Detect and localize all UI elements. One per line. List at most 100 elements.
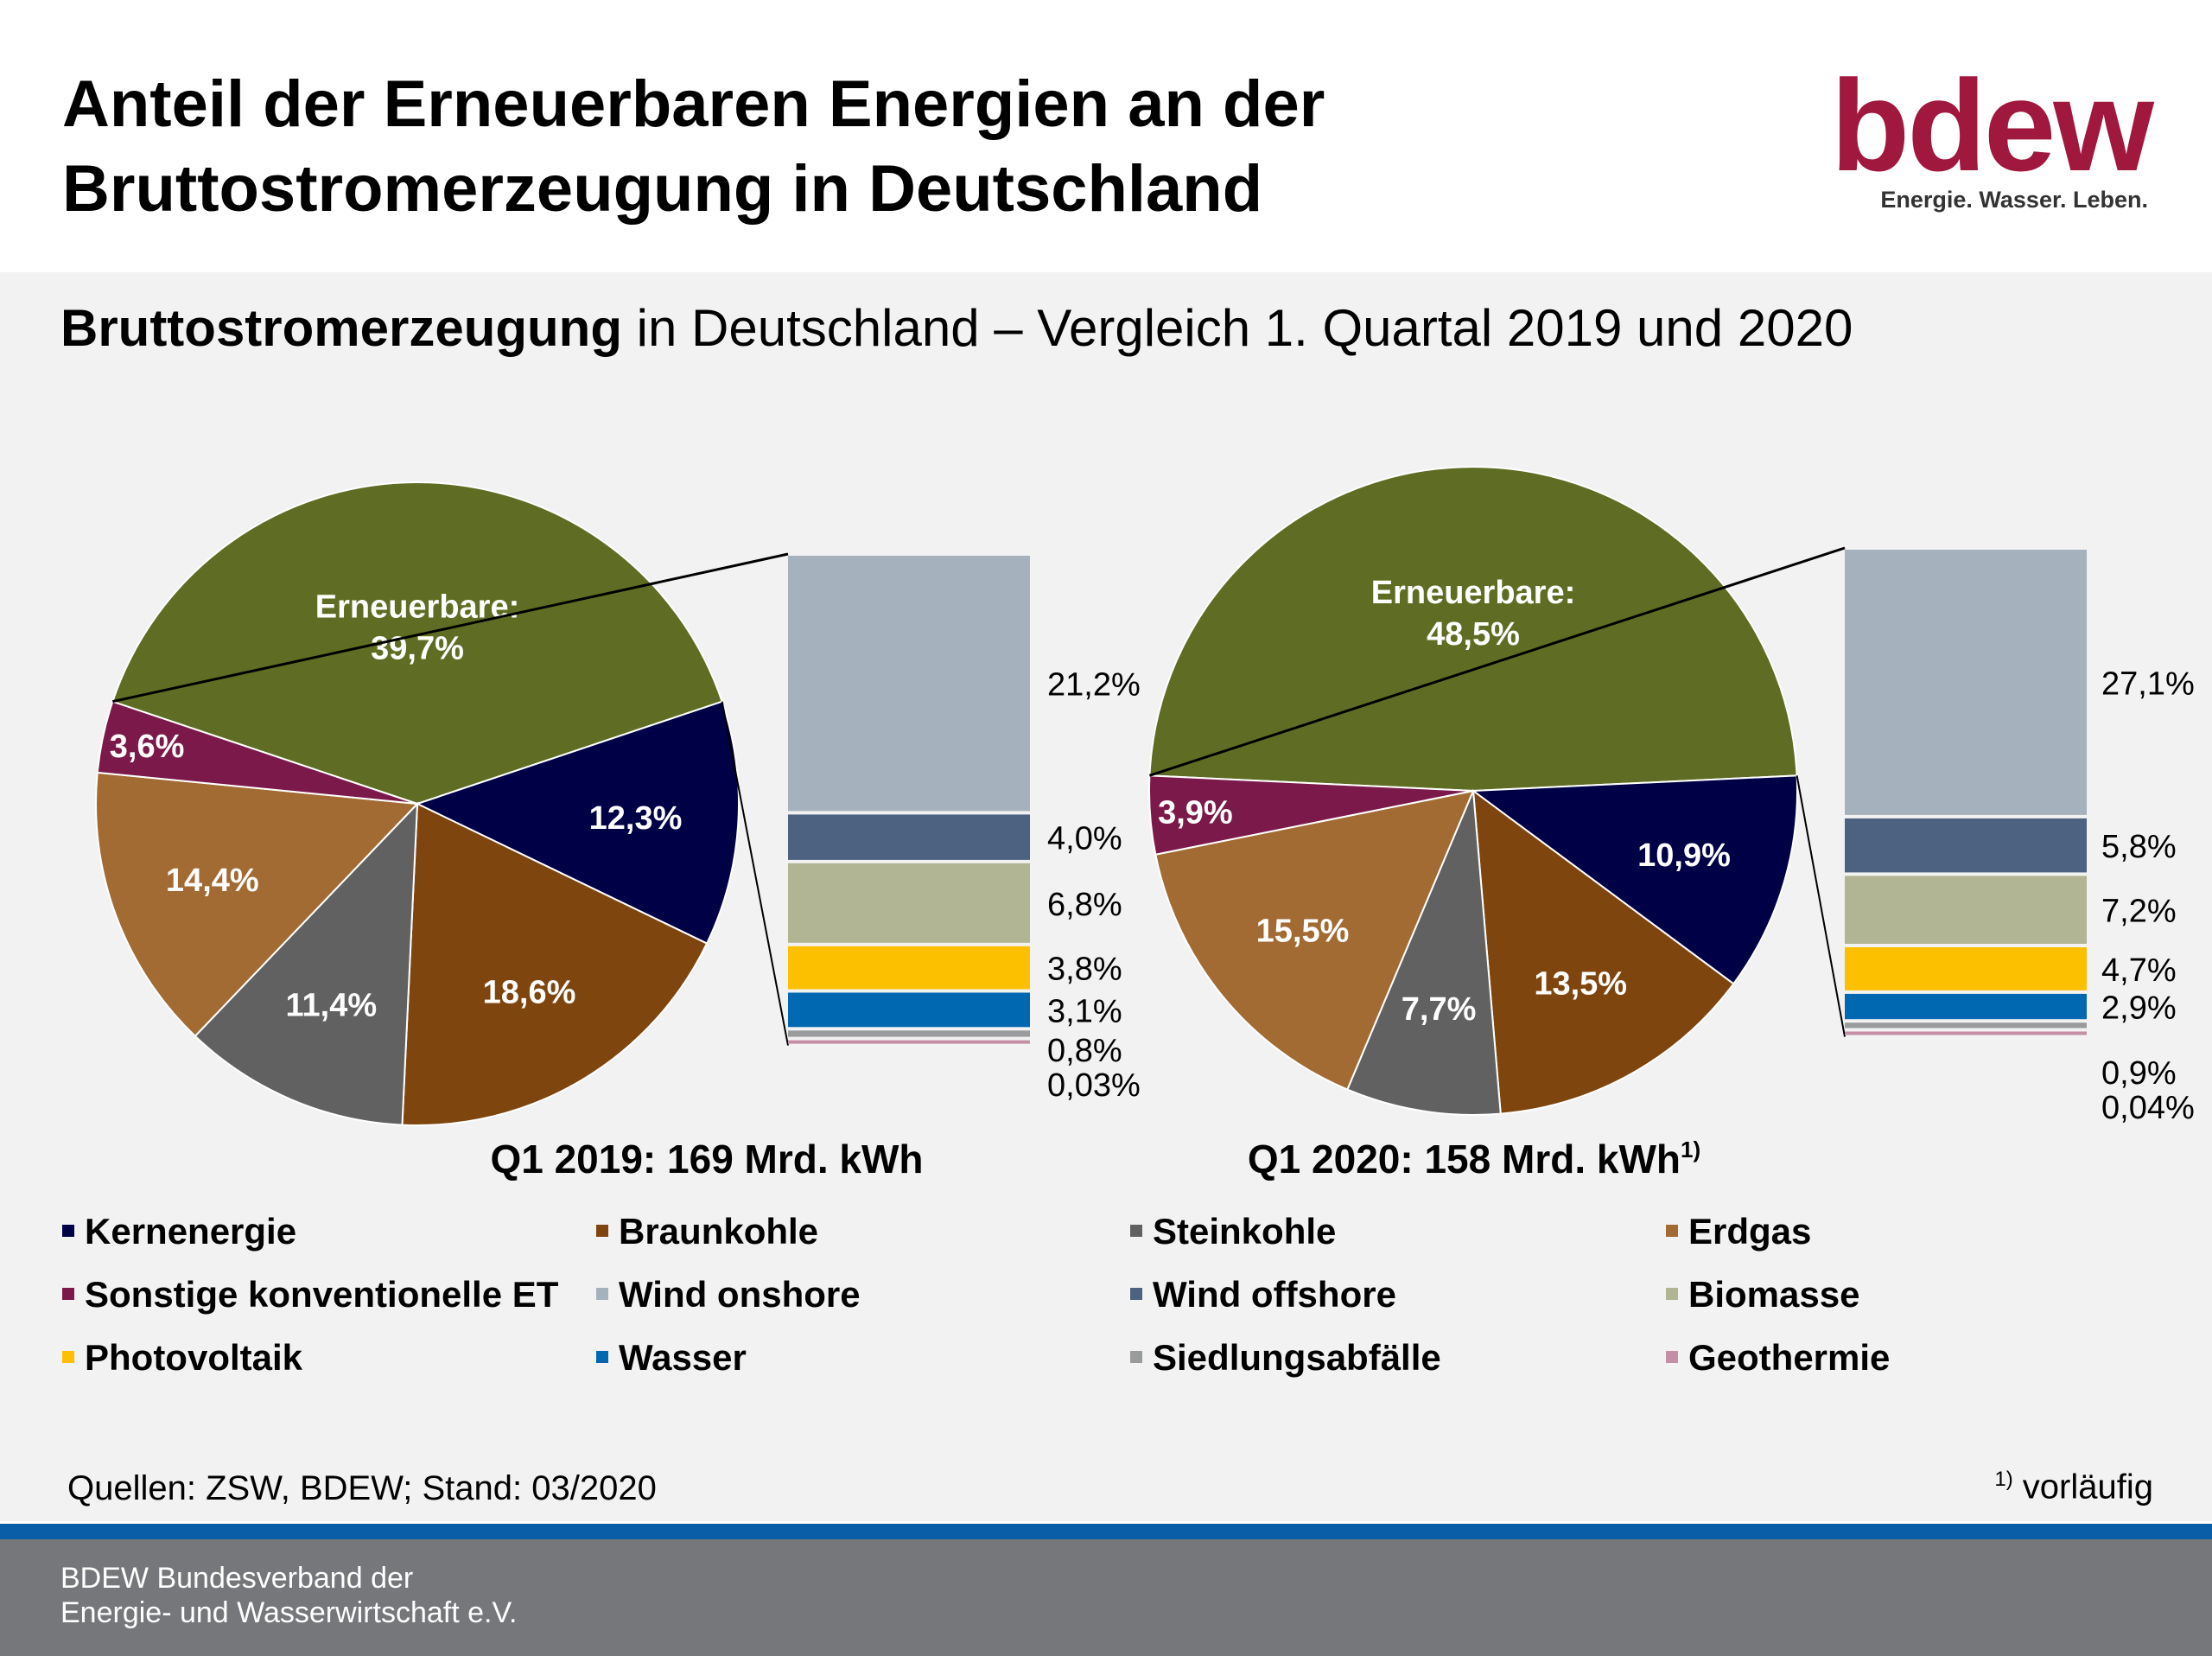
logo-tagline: Energie. Wasser. Leben.: [1880, 187, 2148, 213]
legend-swatch-sonstige-konventionelle-et: [62, 1288, 74, 1300]
bar-label-wind-onshore: 27,1%: [2101, 666, 2195, 702]
legend-label-siedlungsabfaelle: Siedlungsabfälle: [1153, 1337, 1441, 1378]
pie-chart-2: Erneuerbare: 48,5% 10,9% 13,5% 7,7% 15,5% 3,9%…: [1148, 466, 1846, 1181]
legend-item-sonstige-konventionelle-et: Sonstige konventionelle ET: [62, 1273, 558, 1316]
bar-label-geothermie: 0,04%: [2101, 1090, 2195, 1126]
pie-slice-kernenergie: [1471, 774, 1798, 985]
footnote: 1) vorläufig: [1994, 1468, 2153, 1506]
bar-segment-wind-onshore: [1845, 550, 2087, 815]
legend-swatch-photovoltaik: [62, 1351, 74, 1363]
breakdown-bar-2: 27,1% 5,8% 7,2% 4,7%2,9% 0,9%0,04%: [1845, 550, 2195, 1126]
pie-label-erdgas: 15,5%: [1256, 913, 1350, 949]
bar-label-biomasse: 6,8%: [1047, 887, 1122, 923]
legend-label-sonstige-konventionelle-et: Sonstige konventionelle ET: [85, 1274, 559, 1315]
legend-swatch-steinkohle: [1130, 1225, 1142, 1237]
subtitle-bold: Bruttostromerzeugung: [60, 299, 622, 357]
legend-swatch-biomasse: [1666, 1288, 1678, 1300]
bar-segment-wind-onshore: [788, 556, 1030, 812]
bar-segment-biomasse: [788, 863, 1030, 943]
title-line-2: Bruttostromerzeugung in Deutschland: [62, 152, 1263, 226]
bar-label-wind-offshore: 5,8%: [2101, 829, 2177, 865]
legend-item-photovoltaik: Photovoltaik: [62, 1336, 302, 1379]
legend-label-erdgas: Erdgas: [1688, 1211, 1812, 1252]
bar-segment-photovoltaik: [1845, 947, 2087, 990]
pie-label-erneuerbare: Erneuerbare: 39,7%: [315, 589, 520, 666]
legend-label-braunkohle: Braunkohle: [619, 1211, 819, 1252]
bar-label-wasser: 2,9%: [2101, 990, 2177, 1027]
logo-wordmark: bdew: [1830, 53, 2154, 198]
legend-swatch-wind-onshore: [596, 1288, 608, 1300]
legend-swatch-erdgas: [1666, 1225, 1678, 1237]
pie-chart-1: Erneuerbare: 39,7% 12,3% 18,6% 11,4% 14,4% 3,6…: [95, 481, 924, 1181]
pie-slice-steinkohle: [194, 801, 419, 1126]
header: Anteil der Erneuerbaren Energien an der …: [0, 0, 2212, 272]
pie-label-steinkohle: 7,7%: [1402, 991, 1477, 1028]
source-note: Quellen: ZSW, BDEW; Stand: 03/2020: [67, 1469, 657, 1507]
bar-label-wind-offshore: 4,0%: [1047, 821, 1122, 857]
pie-label-braunkohle: 18,6%: [483, 974, 576, 1010]
legend-item-braunkohle: Braunkohle: [596, 1210, 818, 1253]
breakdown-bar-1: 21,2% 4,0% 6,8% 3,8% 3,1% 0,8%0,03%: [788, 556, 1141, 1104]
bar-segment-siedlungsabfaelle: [1845, 1022, 2087, 1029]
legend-swatch-kernenergie: [62, 1225, 74, 1237]
footer-text: BDEW Bundesverband der Energie- und Wass…: [60, 1561, 518, 1630]
bar-segment-geothermie: [788, 1040, 1030, 1044]
legend-label-photovoltaik: Photovoltaik: [85, 1337, 303, 1378]
legend-item-geothermie: Geothermie: [1666, 1336, 1890, 1379]
bar-segment-photovoltaik: [788, 946, 1030, 990]
bar-label-photovoltaik: 4,7%: [2101, 952, 2177, 989]
pie-label-braunkohle: 13,5%: [1534, 966, 1627, 1003]
legend-item-siedlungsabfaelle: Siedlungsabfälle: [1130, 1336, 1441, 1379]
pie-slice-erdgas: [95, 771, 420, 1038]
connector-line-bottom: [1796, 775, 1846, 1037]
bar-label-wasser: 3,1%: [1047, 993, 1122, 1029]
bar-label-photovoltaik: 3,8%: [1047, 952, 1122, 988]
bar-label-biomasse: 7,2%: [2101, 894, 2177, 930]
pie-label-sonstige-konventionelle-et: 3,9%: [1158, 794, 1233, 831]
legend-item-steinkohle: Steinkohle: [1130, 1210, 1336, 1253]
connector-line-bottom: [721, 701, 789, 1046]
divider-line: [0, 1524, 2212, 1539]
bar-label-geothermie: 0,03%: [1047, 1067, 1141, 1104]
legend-label-wasser: Wasser: [619, 1337, 747, 1378]
subtitle-rest: in Deutschland – Vergleich 1. Quartal 20…: [621, 299, 1853, 357]
legend-label-geothermie: Geothermie: [1688, 1337, 1891, 1378]
title-line-1: Anteil der Erneuerbaren Energien an der: [62, 67, 1325, 141]
pie-slice-sonstige-konventionelle-et: [96, 700, 418, 805]
bar-label-wind-onshore: 21,2%: [1047, 667, 1141, 704]
pie-label-steinkohle: 11,4%: [285, 988, 377, 1024]
page-title: Anteil der Erneuerbaren Energien an der …: [62, 62, 1704, 232]
pie-label-erdgas: 14,4%: [166, 863, 259, 899]
bar-segment-biomasse: [1845, 876, 2087, 944]
pie-slice-erdgas: [1154, 789, 1475, 1091]
footnote-marker: 1): [1994, 1468, 2013, 1491]
legend-item-biomasse: Biomasse: [1666, 1273, 1859, 1316]
bar-label-siedlungsabfaelle: 0,9%: [2101, 1055, 2177, 1092]
pie-slice-steinkohle: [1346, 790, 1502, 1116]
bdew-logo: bdew Energie. Wasser. Leben.: [1831, 61, 2154, 216]
pie-slice-erneuerbare: [111, 481, 723, 806]
legend-label-steinkohle: Steinkohle: [1153, 1211, 1337, 1252]
legend-label-biomasse: Biomasse: [1688, 1274, 1860, 1315]
legend-label-kernenergie: Kernenergie: [85, 1211, 297, 1252]
footer: [0, 1539, 2212, 1656]
legend-swatch-geothermie: [1666, 1351, 1678, 1363]
pie-label-sonstige-konventionelle-et: 3,6%: [110, 729, 185, 765]
pie-label-kernenergie: 12,3%: [589, 800, 683, 837]
bar-segment-geothermie: [1845, 1031, 2087, 1035]
bar-segment-wasser: [788, 992, 1030, 1028]
footnote-text: vorläufig: [2012, 1468, 2153, 1506]
legend-label-wind-onshore: Wind onshore: [619, 1274, 861, 1315]
pie-label-erneuerbare: Erneuerbare: 48,5%: [1371, 575, 1576, 653]
chart-subtitle: Bruttostromerzeugung in Deutschland – Ve…: [60, 298, 1853, 359]
bar-label-siedlungsabfaelle: 0,8%: [1047, 1033, 1122, 1069]
legend-item-erdgas: Erdgas: [1666, 1210, 1811, 1253]
legend-item-kernenergie: Kernenergie: [62, 1210, 296, 1253]
legend-item-wasser: Wasser: [596, 1336, 747, 1379]
pie-label-kernenergie: 10,9%: [1637, 838, 1731, 874]
legend-swatch-wind-offshore: [1130, 1288, 1142, 1300]
connector-line-top: [1148, 546, 1846, 777]
legend-item-wind-onshore: Wind onshore: [596, 1273, 861, 1316]
bar-segment-siedlungsabfaelle: [788, 1030, 1030, 1037]
